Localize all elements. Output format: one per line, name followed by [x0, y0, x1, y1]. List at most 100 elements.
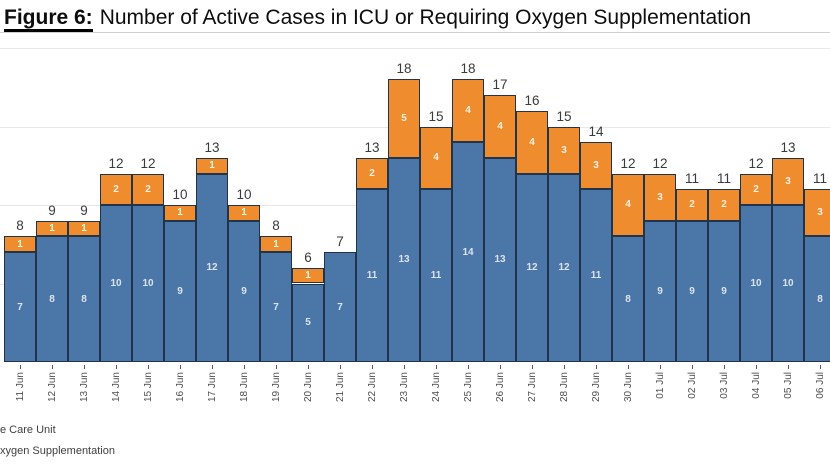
x-axis-tick	[660, 365, 661, 369]
icu-bar-segment[interactable]: 9	[676, 220, 708, 362]
icu-bar-segment[interactable]: 9	[708, 220, 740, 362]
oxygen-segment-label: 4	[465, 105, 471, 117]
oxygen-segment-label: 4	[497, 120, 503, 132]
icu-bar-segment[interactable]: 11	[580, 189, 612, 362]
oxygen-bar-segment[interactable]: 1	[68, 220, 100, 237]
bar-total-label: 9	[80, 202, 88, 218]
figure-title-text: Number of Active Cases in ICU or Requiri…	[99, 6, 752, 29]
icu-bar-segment[interactable]: 11	[356, 189, 388, 362]
bar-total-label: 6	[304, 249, 312, 265]
icu-bar-segment[interactable]: 8	[612, 236, 644, 362]
x-axis-tick	[404, 365, 405, 369]
oxygen-segment-label: 1	[177, 207, 183, 219]
oxygen-bar-segment[interactable]: 1	[164, 205, 196, 221]
oxygen-bar-segment[interactable]: 2	[676, 189, 708, 221]
x-axis-label: 24 Jun	[431, 372, 442, 403]
oxygen-bar-segment[interactable]: 1	[292, 267, 324, 284]
oxygen-bar-segment[interactable]: 5	[388, 79, 420, 158]
oxygen-bar-segment[interactable]: 1	[36, 220, 68, 237]
icu-segment-label: 12	[206, 262, 218, 274]
icu-bar-segment[interactable]: 9	[164, 220, 196, 362]
x-axis-label: 25 Jun	[463, 372, 474, 403]
icu-bar-segment[interactable]: 10	[772, 205, 804, 362]
x-axis-tick	[340, 365, 341, 369]
icu-segment-label: 12	[558, 262, 570, 274]
icu-bar-segment[interactable]: 7	[4, 252, 36, 362]
icu-segment-label: 10	[110, 278, 122, 289]
bar-total-label: 11	[684, 171, 699, 187]
oxygen-segment-label: 1	[81, 223, 87, 235]
x-axis-tick	[84, 365, 85, 369]
oxygen-bar-segment[interactable]: 3	[804, 189, 830, 237]
oxygen-bar-segment[interactable]: 2	[740, 173, 772, 205]
oxygen-bar-segment[interactable]: 1	[196, 157, 228, 174]
figure-label: Figure 6:	[4, 6, 93, 32]
icu-segment-label: 10	[142, 278, 154, 289]
oxygen-segment-label: 4	[433, 152, 439, 164]
oxygen-bar-segment[interactable]: 3	[548, 126, 580, 174]
icu-bar-segment[interactable]: 8	[804, 236, 830, 362]
oxygen-bar-segment[interactable]: 1	[4, 236, 36, 253]
icu-segment-label: 5	[305, 317, 311, 329]
oxygen-bar-segment[interactable]: 4	[484, 95, 516, 158]
oxygen-bar-segment[interactable]: 4	[452, 79, 484, 143]
icu-bar-segment[interactable]: 12	[196, 173, 228, 362]
oxygen-bar-segment[interactable]: 3	[644, 173, 676, 221]
figure-title: Figure 6: Number of Active Cases in ICU o…	[4, 3, 830, 34]
icu-bar-segment[interactable]: 8	[36, 236, 68, 362]
oxygen-bar-segment[interactable]: 2	[100, 173, 132, 205]
bar-total-label: 12	[108, 155, 124, 171]
x-axis-label: 02 Jul	[687, 372, 698, 399]
icu-bar-segment[interactable]: 5	[292, 283, 324, 362]
icu-bar-segment[interactable]: 9	[644, 220, 676, 362]
x-axis-label: 19 Jun	[271, 372, 282, 403]
icu-bar-segment[interactable]: 7	[324, 252, 356, 362]
oxygen-bar-segment[interactable]: 3	[772, 157, 804, 205]
icu-bar-segment[interactable]: 12	[548, 173, 580, 362]
oxygen-segment-label: 4	[529, 136, 535, 148]
oxygen-bar-segment[interactable]: 3	[580, 142, 612, 190]
bar-total-label: 12	[140, 155, 156, 171]
legend-item-oxygen-supplementation[interactable]: xygen Supplementation	[0, 445, 115, 457]
bar-total-label: 11	[812, 171, 827, 187]
x-axis-label: 01 Jul	[655, 372, 666, 399]
oxygen-bar-segment[interactable]: 4	[420, 126, 452, 190]
x-axis-label: 15 Jun	[143, 372, 154, 403]
icu-segment-label: 12	[526, 262, 538, 274]
oxygen-bar-segment[interactable]: 1	[228, 205, 260, 221]
icu-segment-label: 7	[17, 301, 23, 313]
oxygen-bar-segment[interactable]: 2	[356, 157, 388, 190]
legend-item-intensive-care-unit[interactable]: e Care Unit	[0, 424, 56, 436]
oxygen-segment-label: 1	[273, 238, 279, 250]
oxygen-bar-segment[interactable]: 4	[612, 173, 644, 237]
icu-bar-segment[interactable]: 10	[100, 205, 132, 362]
icu-bar-segment[interactable]: 11	[420, 189, 452, 362]
icu-bar-segment[interactable]: 10	[132, 205, 164, 362]
x-axis-label: 13 Jun	[79, 372, 90, 403]
oxygen-segment-label: 1	[241, 207, 247, 219]
icu-bar-segment[interactable]: 8	[68, 236, 100, 362]
icu-bar-segment[interactable]: 7	[260, 252, 292, 362]
x-axis-label: 18 Jun	[239, 372, 250, 403]
x-axis-tick	[180, 365, 181, 369]
icu-bar-segment[interactable]: 13	[484, 157, 516, 362]
oxygen-segment-label: 2	[369, 168, 375, 180]
oxygen-bar-segment[interactable]: 2	[132, 173, 164, 205]
icu-bar-segment[interactable]: 10	[740, 205, 772, 362]
oxygen-bar-segment[interactable]: 4	[516, 110, 548, 174]
bar-total-label: 18	[396, 61, 412, 77]
icu-segment-label: 10	[750, 278, 762, 289]
icu-bar-segment[interactable]: 13	[388, 157, 420, 362]
icu-bar-segment[interactable]: 9	[228, 220, 260, 362]
x-axis-label: 17 Jun	[207, 372, 218, 403]
x-axis-tick	[436, 365, 437, 369]
oxygen-bar-segment[interactable]: 2	[708, 189, 740, 221]
bar-total-label: 8	[16, 218, 24, 234]
icu-segment-label: 13	[398, 254, 410, 266]
icu-bar-segment[interactable]: 12	[516, 173, 548, 362]
oxygen-segment-label: 1	[305, 270, 311, 282]
icu-bar-segment[interactable]: 14	[452, 142, 484, 362]
x-axis-tick	[468, 365, 469, 369]
oxygen-bar-segment[interactable]: 1	[260, 236, 292, 253]
